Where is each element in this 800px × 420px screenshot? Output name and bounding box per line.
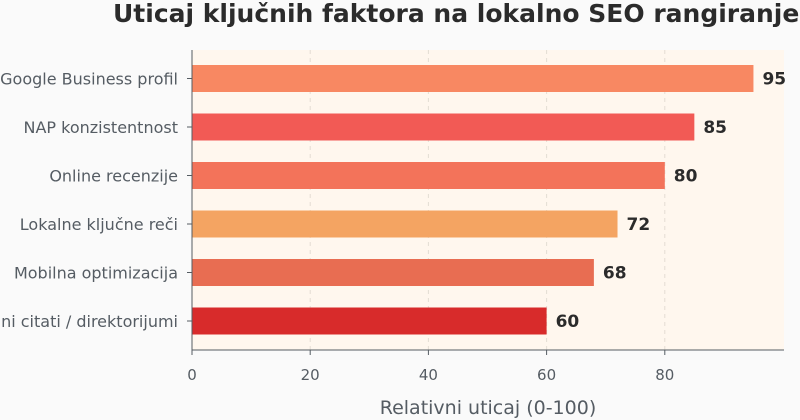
bar — [192, 210, 618, 238]
bar — [192, 65, 754, 92]
x-tick-label: 0 — [187, 366, 197, 384]
x-tick-label: 60 — [537, 366, 556, 384]
category-label: Lokalne ključne reči — [20, 215, 178, 234]
x-tick-label: 40 — [419, 366, 438, 384]
x-axis-label: Relativni uticaj (0-100) — [380, 397, 597, 419]
bar-value-label: 68 — [603, 264, 627, 284]
plot-area — [192, 50, 784, 350]
bar-value-label: 72 — [627, 215, 651, 235]
bar-value-label: 85 — [703, 118, 727, 138]
x-tick-label: 20 — [301, 366, 320, 384]
bar — [192, 259, 594, 286]
bar — [192, 162, 665, 189]
category-label: Online recenzije — [49, 167, 178, 186]
category-label: NAP konzistentnost — [23, 118, 178, 137]
x-axis-ticks: 0 20 40 60 80 — [187, 350, 674, 384]
category-labels: Google Business profil NAP konzistentnost… — [0, 70, 192, 331]
category-label: Google Business profil — [0, 70, 178, 89]
bar — [192, 113, 695, 141]
chart-title: Uticaj ključnih faktora na lokalno SEO r… — [113, 0, 799, 28]
category-label: Lokalni citati / direktorijumi — [0, 312, 178, 331]
x-tick-label: 80 — [655, 366, 674, 384]
value-labels: 95 85 80 72 68 60 — [556, 70, 787, 333]
bar-value-label: 80 — [674, 167, 698, 187]
bar — [192, 307, 547, 335]
bars — [192, 65, 754, 335]
bar-value-label: 95 — [762, 70, 786, 90]
bar-value-label: 60 — [556, 312, 580, 332]
category-label: Mobilna optimizacija — [14, 264, 178, 283]
